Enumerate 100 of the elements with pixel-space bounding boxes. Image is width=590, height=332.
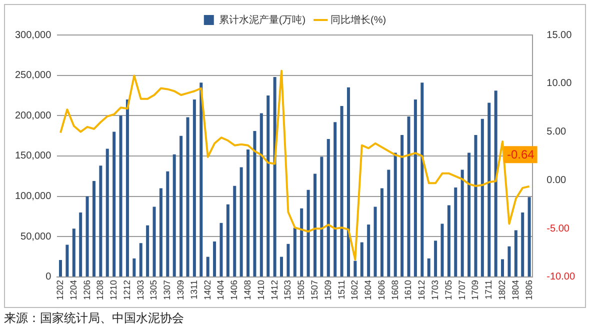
y-tick-label: 0 (46, 272, 52, 283)
bar (286, 244, 290, 276)
bar (414, 100, 417, 276)
x-tick-label: 1505 (296, 280, 306, 300)
bar (488, 102, 491, 276)
y2-tick-label: 0.00 (546, 174, 567, 186)
legend-label: 累计水泥产量(万吨) (218, 14, 306, 26)
x-tick-label: 1206 (82, 280, 92, 300)
bar (79, 212, 82, 276)
x-tick-label: 1602 (350, 280, 360, 300)
y-tick-label: 50,000 (20, 231, 52, 242)
annotation: -0.64 (506, 148, 535, 162)
bar (180, 136, 183, 276)
y2-tick-label: -10.00 (546, 272, 576, 283)
bar (320, 156, 324, 276)
bar (313, 174, 316, 276)
x-tick-label: 1305 (148, 280, 159, 300)
x-tick-label: 1208 (95, 280, 106, 300)
bar (119, 116, 122, 276)
bar (200, 82, 203, 276)
x-tick-label: 1404 (216, 280, 226, 300)
bar (334, 122, 337, 276)
x-tick-label: 1802 (496, 280, 507, 300)
x-tick-label: 1804 (510, 280, 520, 300)
x-tick-label: 1307 (162, 280, 172, 300)
bar (514, 230, 518, 276)
y-tick-label: 200,000 (14, 110, 52, 122)
x-tick-label: 1212 (122, 280, 132, 300)
bar (92, 180, 96, 276)
bar (66, 244, 69, 276)
bar (460, 170, 464, 276)
x-tick-label: 1806 (524, 280, 534, 300)
bar (99, 166, 102, 276)
bar (220, 222, 223, 276)
y-tick-label: 100,000 (14, 191, 52, 202)
bar (300, 208, 304, 276)
x-tick-label: 1408 (242, 280, 252, 300)
x-tick-label: 1711 (484, 280, 494, 300)
x-tick-label: 1412 (269, 280, 280, 300)
bar (528, 197, 531, 276)
bar (166, 171, 170, 276)
bar (280, 256, 284, 276)
x-tick-label: 1606 (376, 280, 386, 300)
legend-label: 同比增长(%) (330, 14, 386, 26)
bar (146, 225, 150, 276)
bar (233, 186, 236, 276)
bar (340, 106, 344, 276)
bar (447, 205, 450, 276)
bar (273, 76, 276, 276)
bar (326, 139, 330, 276)
bar (346, 87, 350, 276)
bar (367, 224, 370, 276)
bar (106, 148, 109, 276)
x-tick-label: 1507 (309, 280, 320, 300)
bar (132, 258, 136, 276)
x-tick-label: 1204 (68, 280, 78, 300)
bar (213, 241, 216, 276)
x-tick-label: 1410 (256, 280, 266, 300)
bar (508, 246, 511, 276)
bar (72, 228, 76, 276)
bar (480, 118, 484, 276)
y2-tick-label: 15.00 (546, 30, 572, 41)
y2-tick-label: -5.00 (546, 223, 570, 234)
bar (86, 196, 89, 276)
bar (440, 224, 444, 276)
bar (501, 259, 504, 276)
y-tick-label: 250,000 (14, 70, 52, 82)
bar (434, 240, 438, 276)
x-tick-label: 1707 (456, 280, 467, 300)
x-tick-label: 1604 (363, 280, 374, 300)
bar (420, 82, 424, 276)
bar (494, 90, 498, 276)
bar (152, 206, 156, 276)
bar (206, 256, 210, 276)
bar (186, 117, 190, 276)
bar (374, 206, 377, 276)
x-tick-label: 1406 (229, 280, 240, 300)
bar (226, 204, 230, 276)
y2-tick-label: 5.00 (546, 126, 567, 138)
bar (387, 170, 390, 276)
x-tick-label: 1210 (108, 280, 119, 300)
bar (253, 130, 256, 276)
x-tick-label: 1608 (390, 280, 400, 300)
bar (240, 167, 243, 276)
x-tick-label: 1612 (416, 280, 427, 300)
x-tick-label: 1709 (470, 280, 480, 300)
bar (246, 150, 250, 276)
x-tick-label: 1509 (322, 280, 333, 300)
bar (112, 132, 116, 276)
x-tick-label: 1610 (403, 280, 414, 300)
y-tick-label: 300,000 (14, 30, 52, 41)
source-note: 来源：国家统计局、中国水泥协会 (4, 310, 184, 327)
x-tick-label: 1705 (443, 280, 454, 300)
bar (360, 242, 364, 276)
y-tick-label: 150,000 (14, 150, 52, 162)
bar (58, 260, 62, 276)
bar (260, 113, 263, 276)
bar (454, 187, 458, 276)
bar (380, 188, 384, 276)
bar (266, 95, 270, 276)
